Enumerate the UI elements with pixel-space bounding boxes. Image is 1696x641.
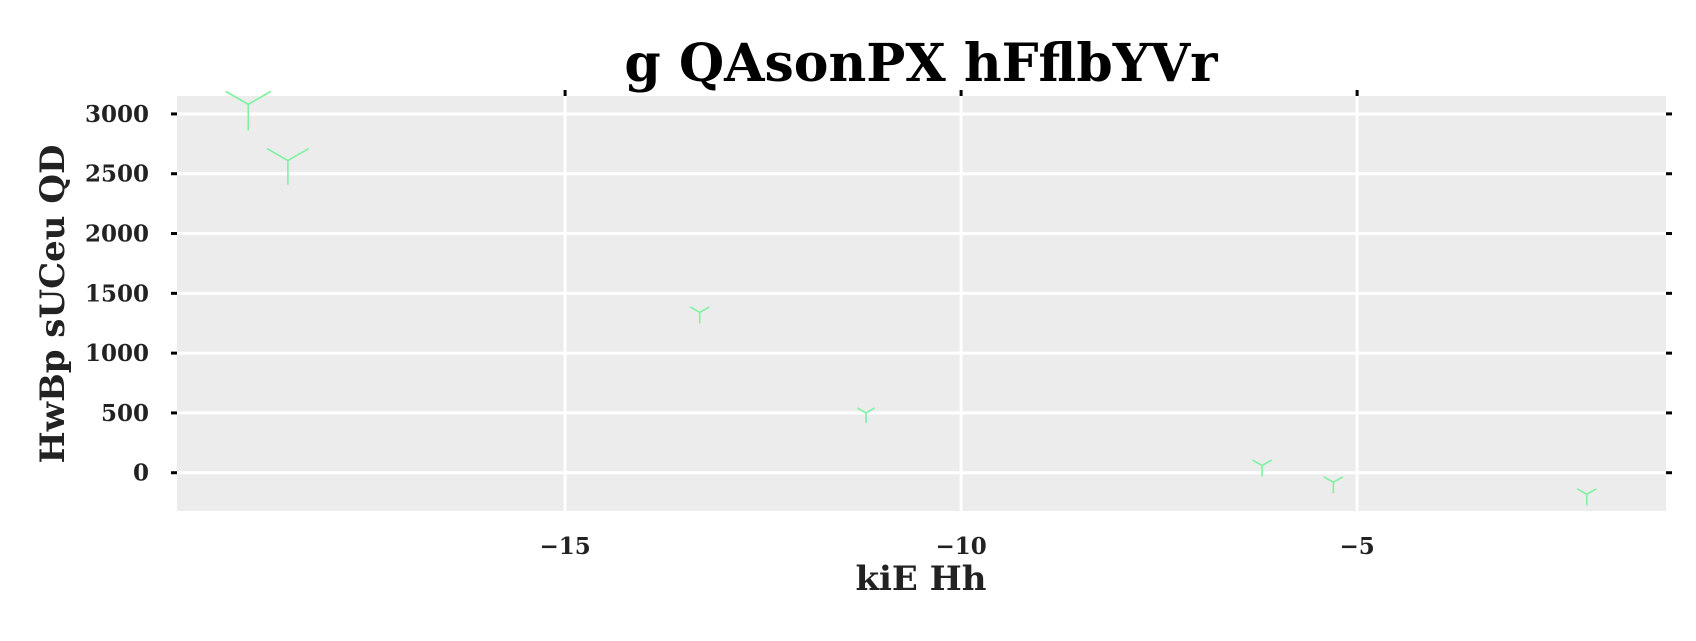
- y-tick-labels: 0 500 1000 1500 2000 2500 3000: [85, 101, 149, 487]
- data-point: [856, 407, 876, 423]
- data-point: [1252, 459, 1272, 477]
- y-tick-label: 1000: [85, 340, 149, 367]
- y-tick-label: 1500: [85, 280, 149, 307]
- x-tick-labels: −15 −10 −5: [539, 533, 1374, 560]
- x-tick-label: −15: [539, 533, 590, 560]
- data-point: [1576, 488, 1597, 506]
- x-tick-label: −10: [935, 533, 986, 560]
- tick-marks: [171, 90, 1672, 475]
- grid-lines: [177, 96, 1666, 511]
- y-tick-label: 3000: [85, 101, 149, 128]
- chart-title: g QAsonPX hFflbYVr: [624, 33, 1218, 94]
- y-tick-label: 0: [133, 460, 149, 487]
- data-point: [225, 90, 272, 131]
- y-tick-label: 500: [101, 400, 149, 427]
- plot-area: [177, 96, 1666, 511]
- y-axis-label: HwBp sUCeu QD: [33, 145, 73, 464]
- y-tick-label: 2500: [85, 161, 149, 188]
- y-tick-label: 2000: [85, 221, 149, 248]
- x-axis-label: kiE Hh: [855, 559, 986, 599]
- data-point: [689, 306, 710, 324]
- data-point: [1323, 476, 1344, 494]
- data-point: [266, 147, 310, 185]
- data-points: [225, 90, 1597, 506]
- x-tick-label: −5: [1339, 533, 1374, 560]
